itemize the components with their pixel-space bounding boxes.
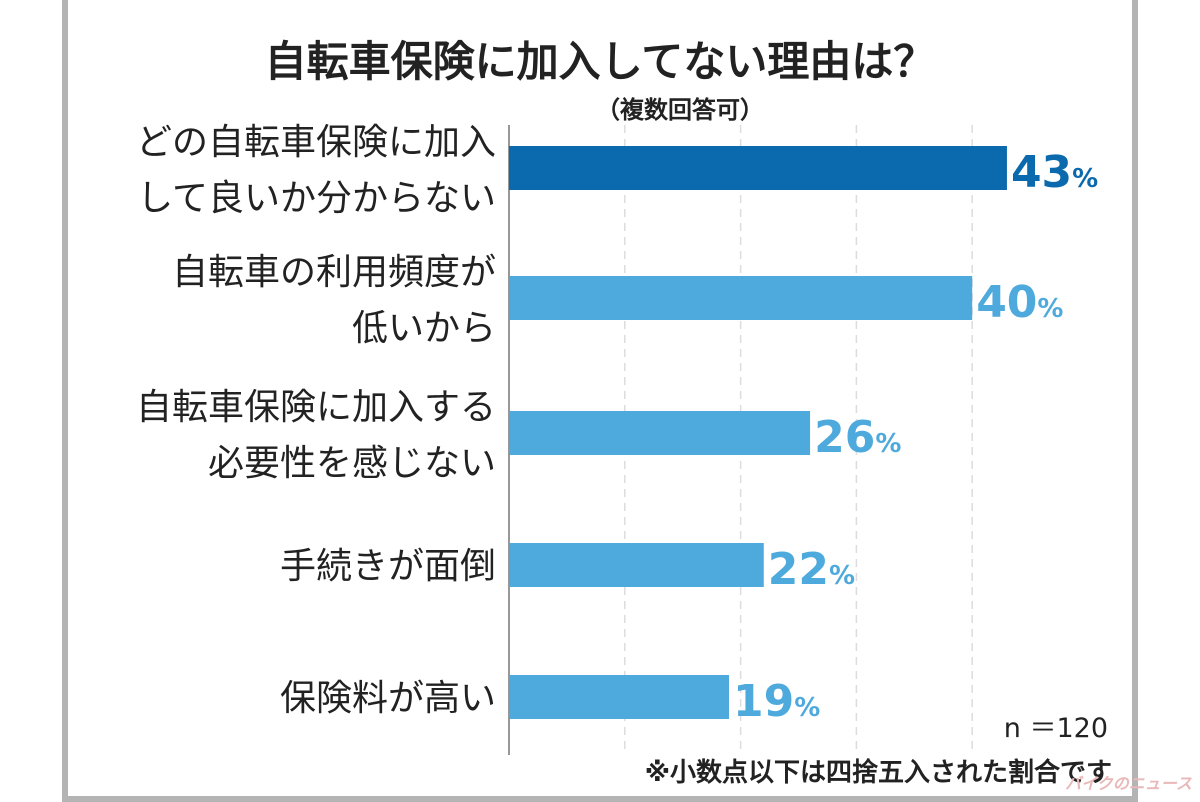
data-label: 22%	[768, 544, 855, 595]
category-label: 自転車の利用頻度が	[172, 252, 496, 293]
category-label: して良いか分からない	[137, 178, 496, 219]
category-label: どの自転車保険に加入	[136, 122, 496, 163]
category-label: 保険料が高い	[280, 678, 496, 719]
chart-title: 自転車保険に加入してない理由は？	[264, 37, 936, 86]
bar	[509, 146, 1007, 190]
bar	[509, 411, 811, 455]
sample-size-note: n ＝120	[1003, 713, 1108, 744]
chart-subtitle: （複数回答可）	[596, 96, 764, 124]
category-label: 自転車保険に加入する	[136, 387, 496, 428]
watermark-logo: バイクのニュース	[1065, 774, 1192, 793]
data-label: 40%	[976, 277, 1063, 328]
bar	[509, 675, 730, 719]
data-label: 43%	[1011, 147, 1098, 198]
bar	[509, 543, 764, 587]
category-label: 低いから	[352, 308, 496, 349]
data-label: 19%	[733, 676, 820, 727]
category-label: 必要性を感じない	[208, 443, 496, 484]
data-label: 26%	[814, 412, 901, 463]
bar	[509, 276, 973, 320]
rounding-note: ※小数点以下は四捨五入された割合です	[644, 758, 1112, 788]
chart-frame	[62, 0, 1138, 802]
category-label: 手続きが面倒	[280, 546, 496, 587]
